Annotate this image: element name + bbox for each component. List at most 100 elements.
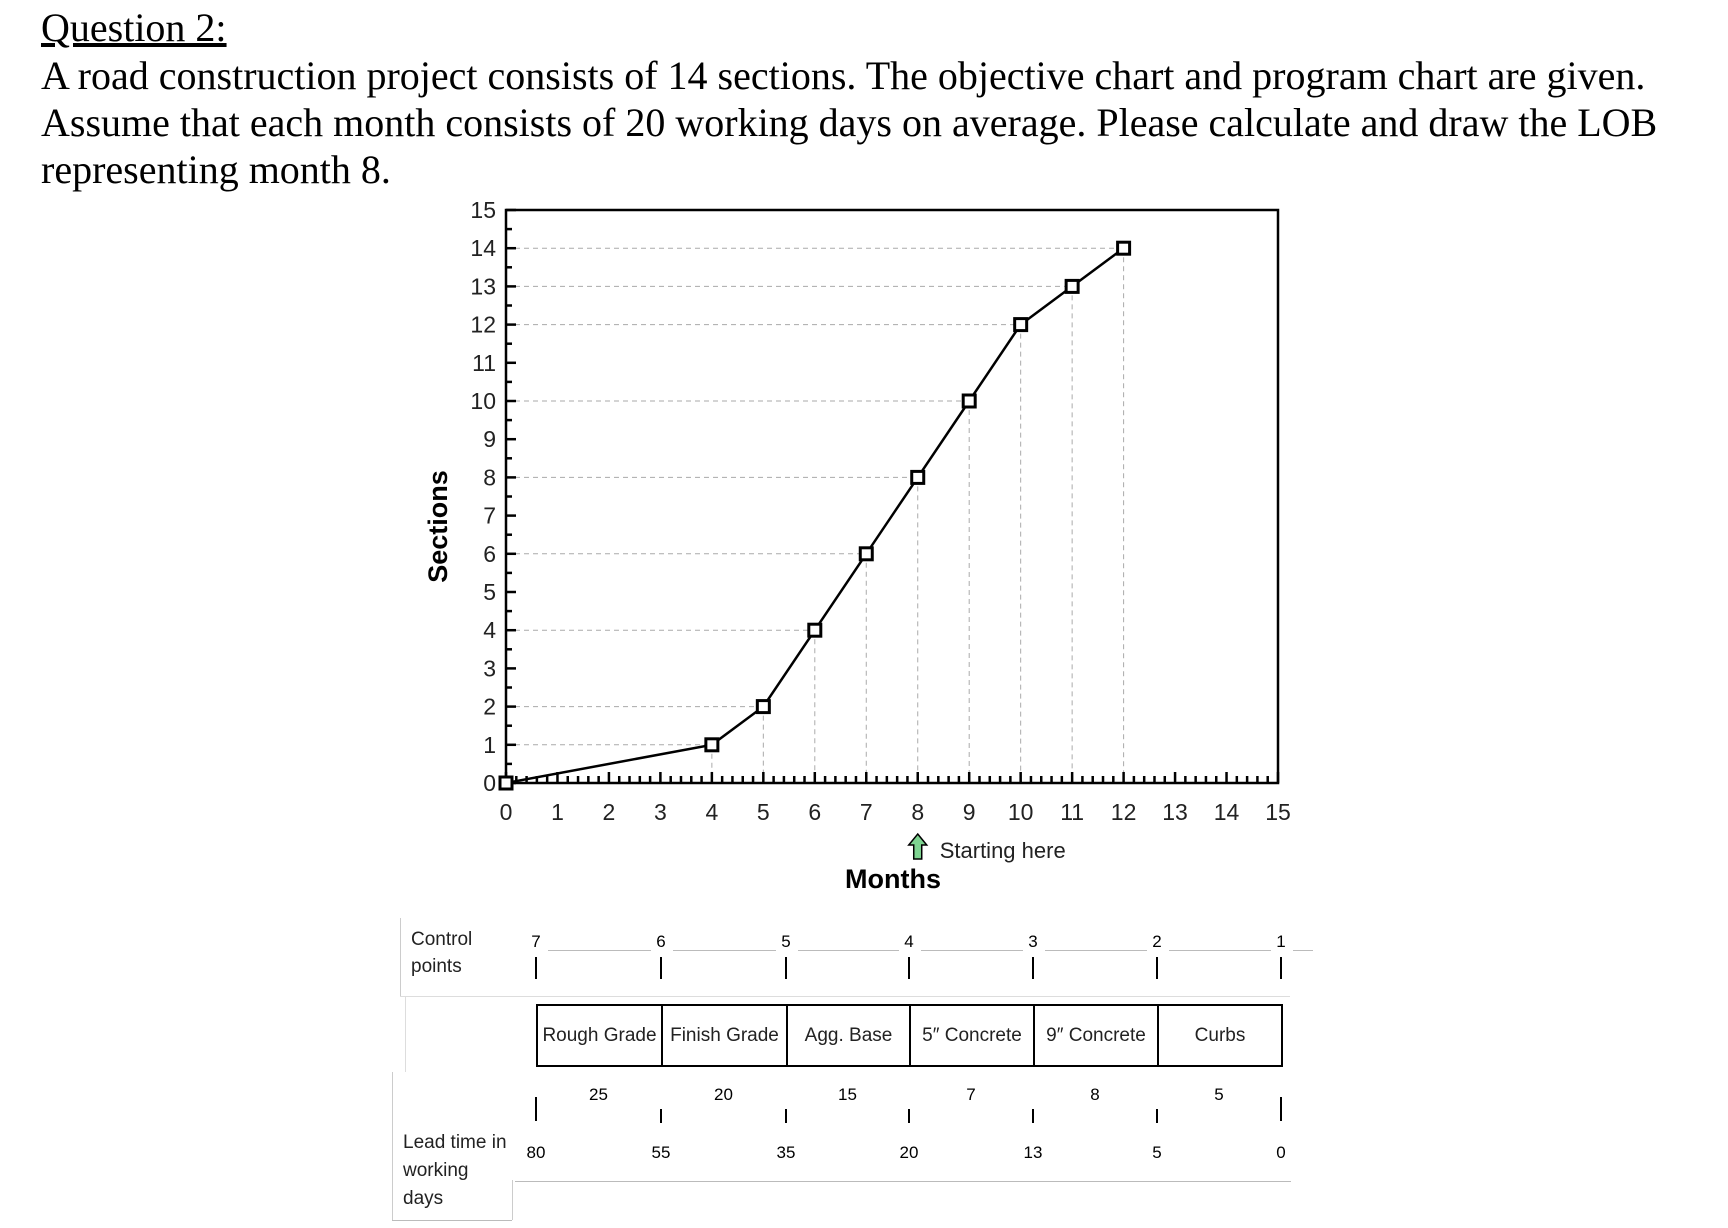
- lead-time-tick: [660, 1109, 662, 1123]
- lead-time-tick: [1032, 1109, 1034, 1123]
- control-point-tick: [660, 957, 662, 979]
- y-tick-label: 8: [483, 464, 496, 490]
- control-point-underline: [1045, 950, 1147, 951]
- control-point-tick: [785, 957, 787, 979]
- control-point-underline: [548, 950, 651, 951]
- activity-cell: Finish Grade: [661, 1004, 788, 1067]
- lead-time-value: 80: [526, 1143, 546, 1162]
- control-point-number: 3: [1028, 932, 1038, 951]
- control-point-number: 6: [656, 932, 666, 951]
- y-tick-label: 14: [470, 235, 496, 261]
- control-point-tick: [535, 957, 537, 979]
- y-tick-label: 11: [472, 350, 496, 376]
- control-point-underline: [921, 950, 1023, 951]
- x-tick-label: 5: [757, 799, 770, 825]
- x-tick-label: 15: [1265, 799, 1291, 825]
- y-tick-label: 6: [483, 541, 496, 567]
- y-tick-label: 12: [470, 312, 496, 338]
- control-point-number: 1: [1276, 932, 1286, 951]
- x-tick-label: 6: [808, 799, 821, 825]
- data-point: [1064, 278, 1080, 294]
- question-text: A road construction project consists of …: [41, 53, 1658, 192]
- frame-line: [515, 1181, 1291, 1182]
- control-point-number: 2: [1152, 932, 1162, 951]
- frame-line: [392, 1220, 512, 1221]
- lead-time-value: 55: [651, 1143, 671, 1162]
- activity-cell: 9″ Concrete: [1033, 1004, 1159, 1067]
- frame-line: [400, 918, 401, 996]
- control-point-tick: [1280, 957, 1282, 979]
- x-tick-label: 13: [1162, 799, 1188, 825]
- series-line: [505, 247, 1125, 785]
- y-tick-label: 15: [470, 197, 496, 223]
- activity-duration: 7: [966, 1085, 976, 1104]
- activity-cell: Agg. Base: [786, 1004, 911, 1067]
- x-tick-label: 8: [911, 799, 924, 825]
- x-tick-label: 7: [860, 799, 873, 825]
- x-axis-label: Months: [845, 864, 941, 894]
- data-point: [910, 469, 926, 485]
- control-point-number: 5: [781, 932, 791, 951]
- control-point-tick: [1032, 957, 1034, 979]
- lead-time-tick: [908, 1109, 910, 1123]
- x-tick-label: 2: [603, 799, 616, 825]
- y-tick-label: 4: [483, 617, 496, 643]
- control-points-label: Control points: [411, 929, 473, 977]
- y-tick-label: 9: [483, 426, 496, 452]
- x-tick-label: 9: [963, 799, 976, 825]
- x-tick-label: 12: [1111, 799, 1137, 825]
- lead-time-value: 20: [899, 1143, 919, 1162]
- x-tick-label: 1: [551, 799, 564, 825]
- frame-line: [405, 996, 406, 1072]
- data-point: [1116, 240, 1132, 256]
- annotation-label: Starting here: [940, 838, 1066, 863]
- lead-time-value: 5: [1152, 1143, 1162, 1162]
- lead-time-label: Lead time in working days: [403, 1132, 507, 1209]
- lead-time-tick: [1156, 1109, 1158, 1123]
- x-tick-label: 14: [1214, 799, 1240, 825]
- data-point: [755, 699, 771, 715]
- data-point: [858, 546, 874, 562]
- y-tick-label: 3: [483, 655, 496, 681]
- lead-time-value: 13: [1023, 1143, 1043, 1162]
- x-tick-label: 11: [1060, 799, 1084, 825]
- activity-duration: 25: [589, 1085, 608, 1104]
- control-point-underline: [1169, 950, 1271, 951]
- lead-time-value: 35: [776, 1143, 796, 1162]
- y-axis-label: Sections: [423, 470, 453, 583]
- data-point: [704, 737, 720, 753]
- frame-line: [512, 1180, 513, 1220]
- plot-frame: [504, 208, 1280, 785]
- data-point: [961, 393, 977, 409]
- lead-time-tick: [535, 1097, 537, 1121]
- objective-chart: 0 1 2 3 4 5 6 7 8 9 10 11 12 13 14 15012345678910111213…: [423, 197, 1291, 894]
- y-tick-label: 7: [483, 503, 496, 529]
- lead-time-value: 0: [1276, 1143, 1286, 1162]
- frame-line: [400, 996, 1290, 997]
- data-point: [807, 622, 823, 638]
- y-tick-label: 2: [483, 694, 496, 720]
- activity-duration: 8: [1090, 1085, 1100, 1104]
- y-tick-label: 10: [470, 388, 496, 414]
- up-arrow-icon: [907, 832, 929, 860]
- control-point-underline: [673, 950, 776, 951]
- x-tick-label: 3: [654, 799, 667, 825]
- activity-duration: 20: [714, 1085, 733, 1104]
- activity-duration: 15: [838, 1085, 857, 1104]
- control-point-number: 4: [904, 932, 914, 951]
- lead-time-tick: [1280, 1097, 1282, 1121]
- activity-cell: 5″ Concrete: [909, 1004, 1035, 1067]
- control-point-tick: [1156, 957, 1158, 979]
- lead-time-tick: [785, 1109, 787, 1123]
- question-title: Question 2:: [41, 5, 227, 50]
- y-tick-label: 1: [483, 732, 496, 758]
- y-tick-label: 0: [483, 770, 496, 796]
- x-tick-label: 10: [1008, 799, 1034, 825]
- data-point: [1013, 317, 1029, 333]
- control-point-underline: [798, 950, 899, 951]
- x-tick-label: 4: [705, 799, 718, 825]
- control-point-number: 7: [531, 932, 541, 951]
- y-tick-label: 13: [470, 273, 496, 299]
- activity-cell: Curbs: [1157, 1004, 1283, 1067]
- y-tick-label: 5: [483, 579, 496, 605]
